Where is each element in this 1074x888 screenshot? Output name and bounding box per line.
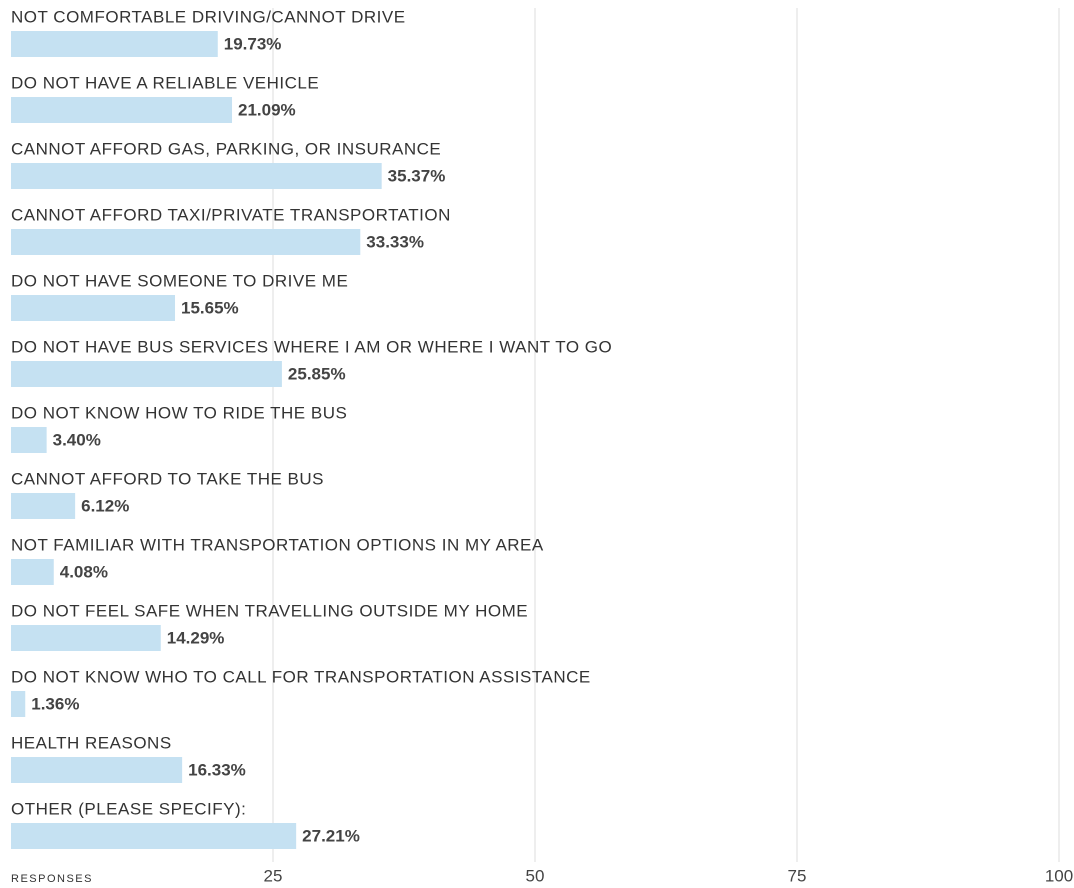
value-label: 15.65% bbox=[181, 298, 239, 317]
category-label: DO NOT HAVE BUS SERVICES WHERE I AM OR W… bbox=[11, 337, 612, 356]
category-label: HEALTH REASONS bbox=[11, 733, 172, 752]
bar bbox=[11, 229, 361, 255]
value-label: 19.73% bbox=[224, 34, 282, 53]
category-label: DO NOT KNOW WHO TO CALL FOR TRANSPORTATI… bbox=[11, 667, 591, 686]
category-label: DO NOT FEEL SAFE WHEN TRAVELLING OUTSIDE… bbox=[11, 601, 528, 620]
bar bbox=[11, 493, 76, 519]
x-tick-label: 100 bbox=[1045, 866, 1073, 885]
value-label: 25.85% bbox=[288, 364, 346, 383]
bar bbox=[11, 97, 233, 123]
category-label: CANNOT AFFORD TO TAKE THE BUS bbox=[11, 469, 324, 488]
bar bbox=[11, 559, 54, 585]
category-label: OTHER (PLEASE SPECIFY): bbox=[11, 799, 246, 818]
value-label: 6.12% bbox=[81, 496, 129, 515]
value-label: 4.08% bbox=[60, 562, 108, 581]
category-label: NOT FAMILIAR WITH TRANSPORTATION OPTIONS… bbox=[11, 535, 544, 554]
value-label: 35.37% bbox=[388, 166, 446, 185]
bar bbox=[11, 625, 161, 651]
value-label: 27.21% bbox=[302, 826, 360, 845]
x-tick-label: 25 bbox=[264, 866, 283, 885]
value-label: 1.36% bbox=[31, 694, 79, 713]
category-label: NOT COMFORTABLE DRIVING/CANNOT DRIVE bbox=[11, 7, 406, 26]
bar bbox=[11, 757, 183, 783]
value-label: 14.29% bbox=[167, 628, 225, 647]
value-label: 16.33% bbox=[188, 760, 246, 779]
x-tick-label: 50 bbox=[526, 866, 545, 885]
bar bbox=[11, 427, 47, 453]
category-label: DO NOT KNOW HOW TO RIDE THE BUS bbox=[11, 403, 347, 422]
value-label: 21.09% bbox=[238, 100, 296, 119]
value-label: 3.40% bbox=[53, 430, 101, 449]
category-label: DO NOT HAVE A RELIABLE VEHICLE bbox=[11, 73, 319, 92]
bar bbox=[11, 823, 297, 849]
bar bbox=[11, 691, 26, 717]
value-label: 33.33% bbox=[366, 232, 424, 251]
x-axis-label: RESPONSES bbox=[11, 873, 93, 885]
bar bbox=[11, 295, 176, 321]
bar bbox=[11, 31, 218, 57]
category-label: CANNOT AFFORD GAS, PARKING, OR INSURANCE bbox=[11, 139, 441, 158]
bar bbox=[11, 361, 282, 387]
category-label: DO NOT HAVE SOMEONE TO DRIVE ME bbox=[11, 271, 348, 290]
x-tick-label: 75 bbox=[788, 866, 807, 885]
category-label: CANNOT AFFORD TAXI/PRIVATE TRANSPORTATIO… bbox=[11, 205, 451, 224]
bar bbox=[11, 163, 382, 189]
